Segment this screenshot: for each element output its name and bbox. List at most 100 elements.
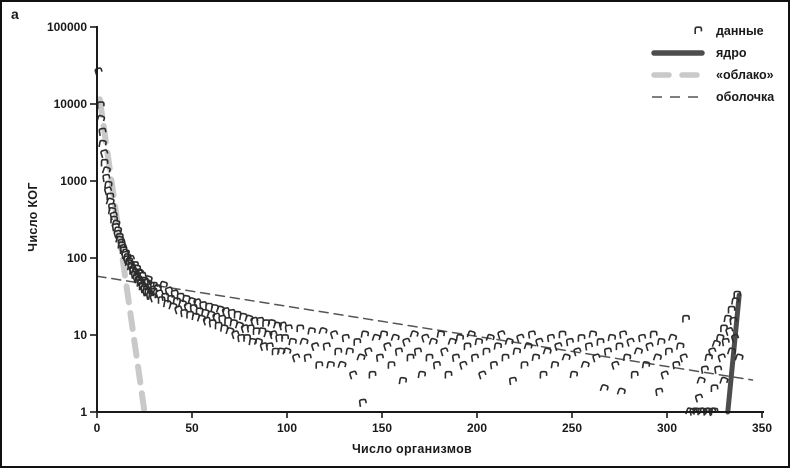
- data-point-marker: [315, 361, 324, 370]
- data-point-marker: [382, 341, 393, 352]
- legend-label-shell: оболочка: [716, 90, 775, 104]
- ticks-layer: 0 50 100 150 200 250 300 350 1 10 100 1000 10000 1000…: [47, 20, 772, 435]
- trend-lines-layer: [96, 96, 754, 415]
- data-point-marker: [470, 353, 480, 363]
- data-point-marker: [727, 305, 736, 315]
- data-point-marker: [96, 114, 106, 125]
- data-point-marker: [664, 347, 673, 357]
- data-point-marker: [447, 337, 458, 348]
- data-point-marker: [615, 342, 624, 351]
- data-point-marker: [515, 333, 526, 344]
- legend-label-data: данные: [716, 24, 764, 38]
- data-point-marker: [649, 330, 658, 340]
- data-point-marker: [358, 398, 368, 408]
- data-point-marker: [348, 370, 359, 381]
- y-tick-label: 10000: [54, 97, 88, 111]
- x-tick-label: 50: [185, 421, 199, 435]
- data-point-marker: [284, 324, 294, 334]
- data-point-marker: [724, 326, 735, 337]
- data-point-marker: [356, 353, 366, 364]
- data-point-marker: [633, 346, 644, 357]
- data-point-marker: [508, 376, 518, 386]
- data-point-marker: [337, 360, 347, 371]
- x-tick-label: 300: [657, 421, 677, 435]
- data-point-marker: [303, 353, 313, 363]
- data-point-marker: [101, 165, 112, 176]
- data-point-marker: [496, 329, 507, 340]
- data-point-marker: [375, 353, 385, 363]
- legend-item-shell: оболочка: [650, 86, 782, 108]
- data-point-marker: [501, 353, 510, 363]
- data-point-marker: [696, 376, 707, 387]
- data-point-marker: [406, 353, 415, 363]
- scatter-marker-icon: [650, 24, 706, 38]
- data-point-marker: [482, 347, 491, 357]
- data-point-marker: [296, 324, 305, 333]
- data-point-marker: [341, 333, 351, 343]
- data-point-marker: [390, 333, 401, 344]
- data-point-marker: [539, 370, 548, 380]
- data-point-marker: [531, 353, 541, 363]
- data-point-marker: [704, 353, 714, 363]
- data-point-marker: [360, 330, 370, 340]
- data-point-marker: [654, 387, 664, 397]
- data-point-marker: [98, 139, 108, 149]
- data-point-marker: [569, 370, 579, 380]
- data-point-marker: [432, 360, 442, 371]
- data-point-marker: [588, 330, 598, 340]
- data-point-marker: [527, 330, 537, 340]
- data-point-marker: [512, 347, 522, 357]
- data-point-marker: [368, 370, 377, 380]
- data-point-marker: [534, 337, 545, 348]
- data-point-marker: [645, 341, 655, 352]
- data-point-marker: [591, 353, 602, 364]
- data-point-marker: [607, 333, 617, 343]
- data-point-marker: [291, 353, 302, 364]
- data-point-marker: [694, 393, 705, 404]
- data-point-marker: [558, 330, 567, 340]
- data-point-marker: [550, 360, 560, 371]
- data-point-marker: [398, 376, 408, 386]
- data-point-marker: [734, 353, 745, 364]
- data-point-marker: [710, 384, 719, 393]
- data-point-marker: [675, 342, 685, 352]
- data-point-marker: [630, 370, 639, 380]
- data-point-marker: [542, 346, 553, 357]
- y-tick-label: 1000: [60, 174, 87, 188]
- data-point-marker: [719, 376, 729, 387]
- data-point-marker: [561, 353, 572, 364]
- data-point-marker: [474, 337, 484, 347]
- data-point-marker: [436, 330, 446, 340]
- y-tick-label: 100000: [47, 20, 87, 34]
- data-point-marker: [353, 338, 362, 347]
- data-point-marker: [288, 337, 298, 347]
- data-point-marker: [660, 370, 670, 381]
- x-tick-label: 0: [94, 421, 101, 435]
- legend-item-data: данные: [650, 20, 782, 42]
- data-point-marker: [679, 353, 689, 364]
- data-point-marker: [425, 353, 434, 363]
- data-point-marker: [394, 347, 404, 357]
- data-point-marker: [667, 333, 678, 344]
- data-point-marker: [318, 326, 328, 337]
- axes-layer: [96, 26, 764, 413]
- data-point-marker: [682, 314, 690, 324]
- data-point-marker: [282, 346, 292, 357]
- data-point-marker: [637, 333, 647, 343]
- data-point-marker: [489, 360, 499, 371]
- data-point-marker: [299, 337, 309, 348]
- data-point-marker: [652, 353, 663, 364]
- data-point-marker: [307, 326, 317, 337]
- data-point-marker: [363, 346, 374, 357]
- data-point-marker: [326, 360, 336, 371]
- y-tick-label: 10: [74, 328, 88, 342]
- data-point-marker: [477, 370, 488, 381]
- data-point-marker: [409, 329, 420, 340]
- data-point-marker: [439, 346, 450, 357]
- data-point-marker: [417, 370, 427, 380]
- data-point-marker: [713, 365, 723, 375]
- data-point-marker: [444, 370, 453, 380]
- data-point-marker: [656, 337, 666, 347]
